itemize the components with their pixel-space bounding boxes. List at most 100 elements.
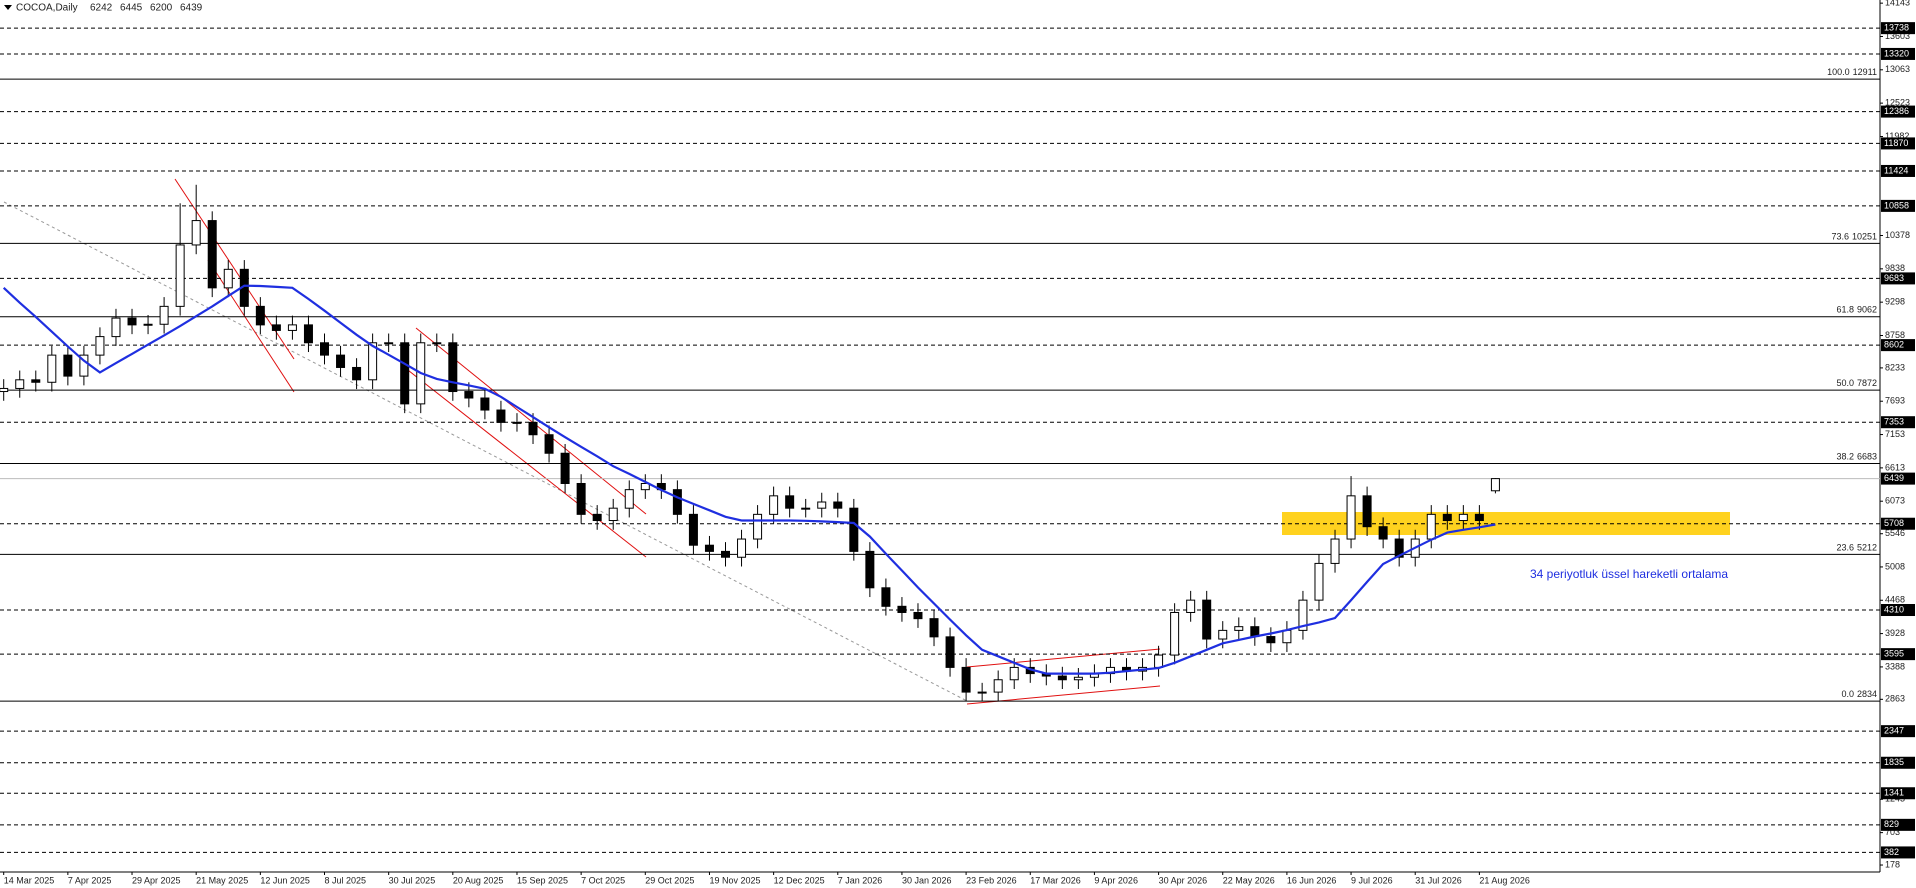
fib-ratio: 0.0 bbox=[1841, 689, 1854, 699]
candle-body bbox=[1346, 495, 1356, 540]
y-tick-label: 14143 bbox=[1885, 0, 1910, 8]
candle-body bbox=[127, 317, 137, 326]
candle-body bbox=[961, 666, 971, 693]
price-label: 6439 bbox=[1884, 473, 1904, 483]
candle-body bbox=[79, 354, 89, 377]
y-tick-label: 3388 bbox=[1885, 661, 1905, 671]
candle-body bbox=[528, 421, 538, 436]
candle-body bbox=[624, 489, 634, 509]
level-label: 11870 bbox=[1884, 138, 1908, 148]
level-label: 12386 bbox=[1884, 106, 1909, 116]
candle-body bbox=[817, 501, 827, 509]
level-label: 8602 bbox=[1884, 339, 1904, 349]
candle-body bbox=[849, 507, 859, 552]
candle-body bbox=[95, 336, 105, 356]
candle-body bbox=[801, 507, 811, 510]
y-tick-label: 7153 bbox=[1885, 429, 1905, 439]
x-tick-label: 30 Jul 2025 bbox=[389, 875, 436, 885]
candle-body bbox=[1330, 538, 1340, 564]
candle-body bbox=[977, 691, 987, 694]
level-box bbox=[1881, 756, 1915, 769]
x-tick-label: 12 Jun 2025 bbox=[260, 875, 310, 885]
candle-body bbox=[320, 342, 329, 356]
y-tick-label: 5546 bbox=[1885, 528, 1905, 538]
candle-body bbox=[384, 342, 394, 345]
x-tick-label: 29 Apr 2025 bbox=[132, 875, 181, 885]
candle-body bbox=[1073, 676, 1083, 681]
level-label: 13320 bbox=[1884, 48, 1909, 58]
menu-arrow bbox=[4, 5, 12, 10]
y-tick-label: 703 bbox=[1885, 827, 1900, 837]
header-value: 6439 bbox=[180, 3, 203, 14]
level-label: 11424 bbox=[1884, 165, 1908, 175]
candle-body bbox=[63, 354, 73, 377]
candle-body bbox=[721, 550, 730, 558]
level-label: 9683 bbox=[1884, 273, 1904, 283]
x-tick-label: 21 Aug 2026 bbox=[1479, 875, 1530, 885]
fib-price: 9062 bbox=[1857, 305, 1877, 315]
candle-body bbox=[175, 244, 185, 307]
candle-body bbox=[207, 220, 217, 289]
fib-label: 61.8 9062 bbox=[1836, 305, 1877, 315]
x-tick-label: 30 Jan 2026 bbox=[902, 875, 952, 885]
channel-line bbox=[403, 366, 647, 558]
y-tick-label: 178 bbox=[1885, 859, 1900, 869]
x-tick-label: 23 Feb 2026 bbox=[966, 875, 1017, 885]
candle-body bbox=[1442, 513, 1452, 522]
price-box bbox=[1881, 472, 1915, 485]
x-tick-label: 12 Dec 2025 bbox=[774, 875, 825, 885]
x-tick-label: 30 Apr 2026 bbox=[1159, 875, 1208, 885]
fib-ratio: 50.0 bbox=[1836, 379, 1854, 389]
candle-body bbox=[640, 482, 650, 491]
fib-ratio: 61.8 bbox=[1836, 305, 1854, 315]
candle-body bbox=[737, 538, 747, 558]
x-tick-label: 22 May 2026 bbox=[1223, 875, 1275, 885]
candle-body bbox=[464, 391, 474, 399]
level-box bbox=[1881, 846, 1915, 859]
level-label: 829 bbox=[1884, 819, 1899, 829]
channel-line bbox=[207, 259, 295, 393]
candle-body bbox=[1378, 526, 1388, 540]
fib-ratio: 73.6 bbox=[1831, 232, 1849, 242]
y-tick-label: 4468 bbox=[1885, 595, 1905, 605]
channel-line bbox=[966, 648, 1161, 668]
candle-body bbox=[913, 611, 923, 620]
x-tick-label: 21 May 2025 bbox=[196, 875, 248, 885]
candle-body bbox=[993, 679, 1003, 693]
x-tick-label: 17 Mar 2026 bbox=[1030, 875, 1081, 885]
candle-body bbox=[1314, 562, 1324, 601]
y-tick-label: 8758 bbox=[1885, 330, 1905, 340]
fib-price: 10251 bbox=[1852, 232, 1877, 242]
candle-body bbox=[672, 489, 682, 515]
candle-body bbox=[1154, 654, 1164, 668]
y-tick-label: 13063 bbox=[1885, 64, 1910, 74]
level-box bbox=[1881, 137, 1915, 150]
candle-body bbox=[15, 379, 25, 389]
fib-price: 2834 bbox=[1857, 689, 1877, 699]
candle-body bbox=[1170, 611, 1180, 656]
candle-body bbox=[480, 397, 490, 411]
y-tick-label: 6073 bbox=[1885, 496, 1905, 506]
x-tick-label: 7 Jan 2026 bbox=[838, 875, 883, 885]
candle-body bbox=[303, 324, 313, 344]
level-label: 13738 bbox=[1884, 23, 1909, 33]
fib-label: 23.6 5212 bbox=[1836, 543, 1877, 553]
candle-body bbox=[576, 482, 586, 515]
fib-price: 6683 bbox=[1857, 452, 1877, 462]
x-tick-label: 14 Mar 2025 bbox=[4, 875, 55, 885]
level-label: 382 bbox=[1884, 847, 1899, 857]
x-tick-label: 9 Jul 2026 bbox=[1351, 875, 1393, 885]
level-label: 2347 bbox=[1884, 726, 1904, 736]
candle-body bbox=[608, 507, 618, 522]
candle-body bbox=[881, 587, 891, 607]
candle-body bbox=[336, 354, 346, 368]
candle-body bbox=[1458, 513, 1468, 522]
level-box bbox=[1881, 604, 1915, 617]
candle-body bbox=[352, 366, 362, 381]
trend-line bbox=[3, 201, 968, 702]
candle-body bbox=[448, 342, 458, 393]
candle-body bbox=[560, 452, 570, 484]
y-tick-label: 9298 bbox=[1885, 297, 1905, 307]
